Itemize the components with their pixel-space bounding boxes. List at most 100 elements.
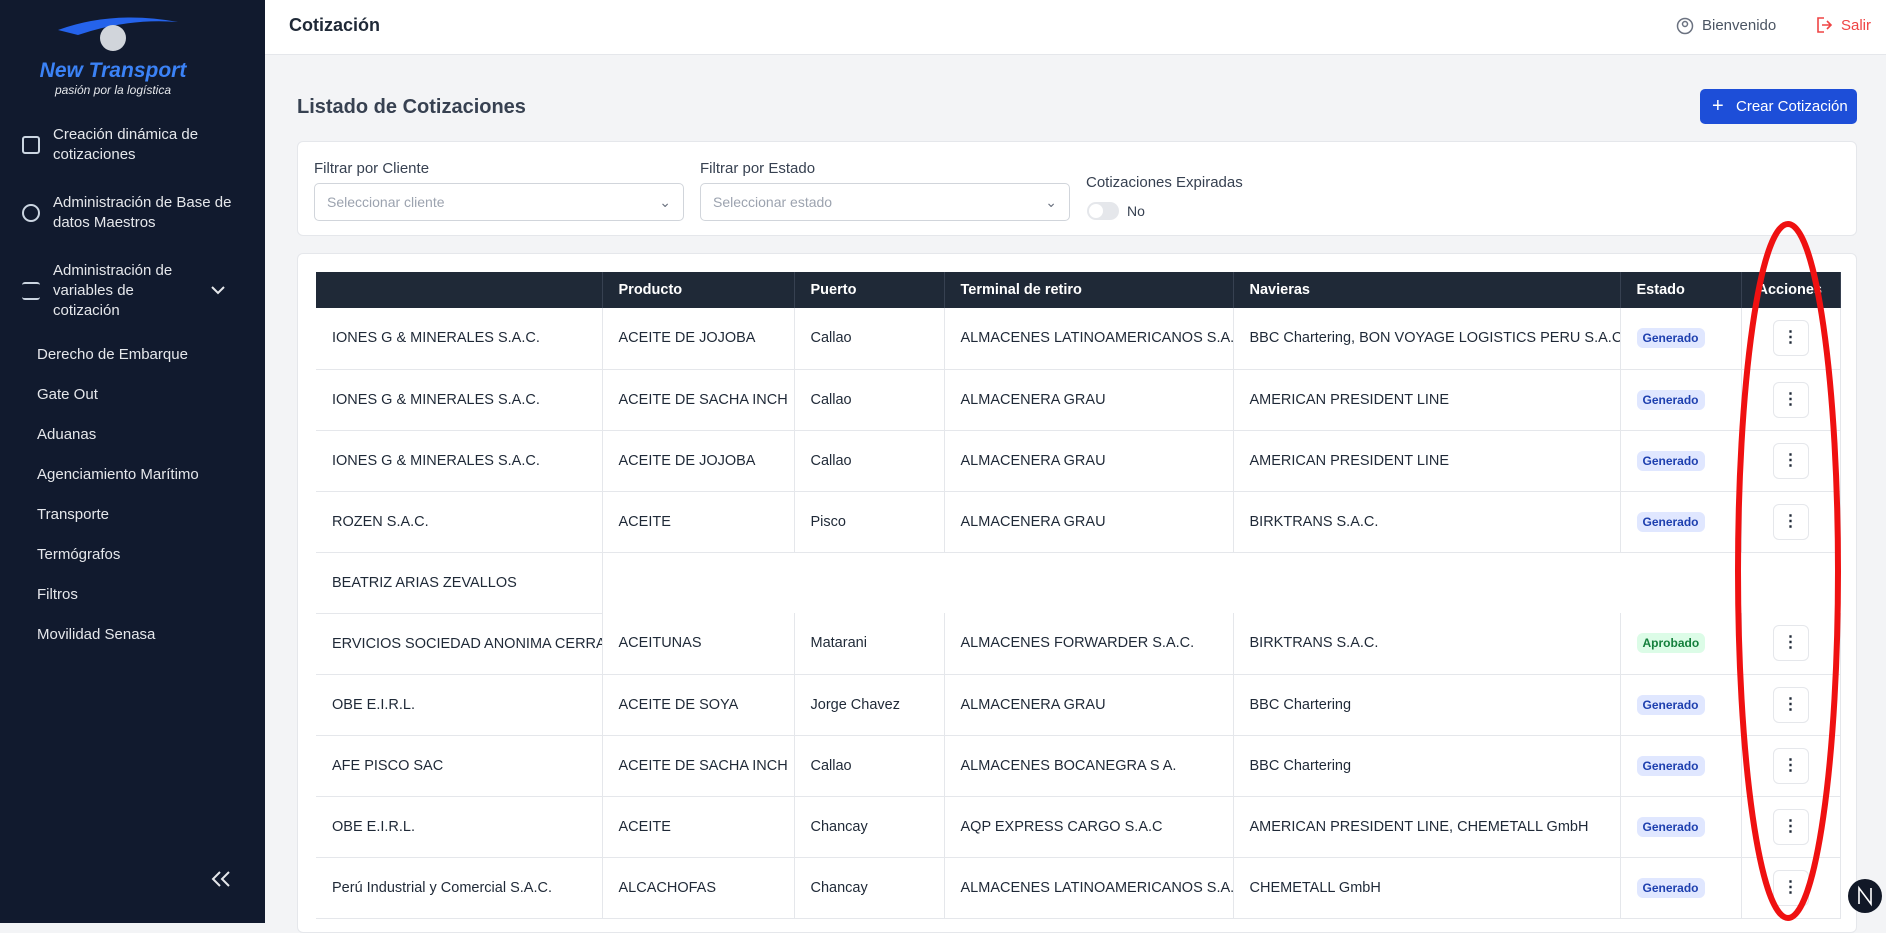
cell: ACEITE DE SACHA INCH	[602, 369, 794, 430]
cell: ALMACENES LATINOAMERICANOS S.A.	[944, 308, 1233, 369]
cell: ⋮	[1741, 857, 1840, 918]
actions-button[interactable]: ⋮	[1773, 687, 1809, 723]
table-row: OBE E.I.R.L.ACEITEChancayAQP EXPRESS CAR…	[316, 796, 1840, 857]
header: Cotización Bienvenido Salir	[265, 0, 1886, 55]
cell: Callao	[794, 430, 944, 491]
cell: Generado	[1620, 491, 1741, 552]
chevron	[210, 284, 226, 296]
cell: OBE E.I.R.L.	[316, 796, 602, 857]
menu-item[interactable]: Creación dinámica de cotizaciones	[53, 125, 238, 165]
actions-button[interactable]: ⋮	[1773, 870, 1809, 906]
cell: ALMACENERA GRAU	[944, 369, 1233, 430]
cell: AMERICAN PRESIDENT LINE	[1233, 369, 1620, 430]
cell: ACEITE DE JOJOBA	[602, 308, 794, 369]
cell: ACEITE DE SACHA INCH	[602, 735, 794, 796]
table-row: OBE E.I.R.L.ACEITE DE SOYAJorge ChavezAL…	[316, 674, 1840, 735]
cell: Generado	[1620, 857, 1741, 918]
logo-subtitle: pasión por la logística	[54, 83, 171, 97]
user-greeting[interactable]: Bienvenido	[1702, 17, 1776, 34]
create-button-label: Crear Cotización	[1736, 98, 1848, 115]
cell: ALMACENES BOCANEGRA S A.	[944, 735, 1233, 796]
cell: Matarani	[794, 613, 944, 674]
cell: IONES G & MINERALES S.A.C.	[316, 308, 602, 369]
cell: ACEITE	[602, 491, 794, 552]
column-header: Navieras	[1233, 272, 1620, 308]
actions-button[interactable]: ⋮	[1773, 320, 1809, 356]
page-title: Listado de Cotizaciones	[297, 96, 526, 119]
cell: ALCACHOFAS	[602, 857, 794, 918]
column-header: Acciones	[1741, 272, 1840, 308]
sidebar: New Transport pasión por la logística Cr…	[0, 0, 265, 923]
select-placeholder: Seleccionar cliente	[327, 194, 445, 210]
cell: ACEITE DE JOJOBA	[602, 430, 794, 491]
column-header: Estado	[1620, 272, 1741, 308]
submenu-item[interactable]: Termógrafos	[37, 546, 120, 563]
submenu-item[interactable]: Movilidad Senasa	[37, 626, 155, 643]
cell: Generado	[1620, 308, 1741, 369]
state-select[interactable]: Seleccionar estado⌄	[700, 183, 1070, 221]
actions-button[interactable]: ⋮	[1773, 748, 1809, 784]
cell: Generado	[1620, 674, 1741, 735]
submenu-item[interactable]: Derecho de Embarque	[37, 346, 188, 363]
table-body: IONES G & MINERALES S.A.C.ACEITE DE JOJO…	[316, 308, 1840, 918]
actions-button[interactable]: ⋮	[1773, 625, 1809, 661]
submenu-item[interactable]: Agenciamiento Marítimo	[37, 466, 199, 483]
cell: BIRKTRANS S.A.C.	[1233, 613, 1620, 674]
status-badge: Generado	[1637, 451, 1705, 471]
cell: ⋮	[1741, 796, 1840, 857]
collapse-button[interactable]	[210, 870, 232, 888]
logout-icon	[1815, 16, 1833, 34]
submenu-item[interactable]: Transporte	[37, 506, 109, 523]
status-badge: Aprobado	[1637, 633, 1706, 653]
cell: Chancay	[794, 796, 944, 857]
submenu-item[interactable]: Filtros	[37, 586, 78, 603]
menu-item[interactable]: Administración de Base de datos Maestros	[53, 193, 238, 233]
column-header: Terminal de retiro	[944, 272, 1233, 308]
submenu-item[interactable]: Aduanas	[37, 426, 96, 443]
cell: Jorge Chavez	[794, 674, 944, 735]
column-header: Puerto	[794, 272, 944, 308]
cell: ERVICIOS SOCIEDAD ANONIMA CERRADA	[316, 613, 602, 674]
cell: BBC Chartering, BON VOYAGE LOGISTICS PER…	[1233, 308, 1620, 369]
table-row: Perú Industrial y Comercial S.A.C.ALCACH…	[316, 857, 1840, 918]
cell: Callao	[794, 369, 944, 430]
cell: ALMACENERA GRAU	[944, 491, 1233, 552]
cell: ROZEN S.A.C.	[316, 491, 602, 552]
actions-button[interactable]: ⋮	[1773, 504, 1809, 540]
cell: BBC Chartering	[1233, 674, 1620, 735]
status-badge: Generado	[1637, 512, 1705, 532]
table-row: IONES G & MINERALES S.A.C.ACEITE DE JOJO…	[316, 430, 1840, 491]
table-row: IONES G & MINERALES S.A.C.ACEITE DE JOJO…	[316, 308, 1840, 369]
cell: AMERICAN PRESIDENT LINE, CHEMETALL GmbH	[1233, 796, 1620, 857]
logo-title: New Transport	[40, 59, 188, 82]
cell: Generado	[1620, 430, 1741, 491]
actions-button[interactable]: ⋮	[1773, 443, 1809, 479]
status-badge: Generado	[1637, 328, 1705, 348]
column-header	[316, 272, 602, 308]
toggle[interactable]	[1087, 202, 1119, 220]
create-button[interactable]: +Crear Cotización	[1700, 89, 1857, 124]
cell: ⋮	[1741, 674, 1840, 735]
actions-button[interactable]: ⋮	[1773, 382, 1809, 418]
cell: ⋮	[1741, 430, 1840, 491]
cell: ACEITUNAS	[602, 613, 794, 674]
table-row: AFE PISCO SACACEITE DE SACHA INCHCallaoA…	[316, 735, 1840, 796]
menu-item[interactable]: Administración de variables de cotizació…	[53, 261, 203, 321]
column-header: Producto	[602, 272, 794, 308]
cell: ⋮	[1741, 613, 1840, 674]
header-title: Cotización	[289, 15, 380, 36]
logo: New Transport pasión por la logística	[38, 10, 188, 105]
filter-card: Filtrar por Cliente Seleccionar cliente⌄…	[297, 141, 1857, 236]
filter-label: Filtrar por Estado	[700, 160, 815, 177]
submenu-item[interactable]: Gate Out	[37, 386, 98, 403]
user-icon	[1676, 17, 1694, 35]
table: ProductoPuertoTerminal de retiroNavieras…	[316, 272, 1841, 919]
menu-icon	[22, 204, 40, 222]
logout[interactable]: Salir	[1841, 17, 1871, 34]
cell: AFE PISCO SAC	[316, 735, 602, 796]
cell: Callao	[794, 308, 944, 369]
actions-button[interactable]: ⋮	[1773, 809, 1809, 845]
client-select[interactable]: Seleccionar cliente⌄	[314, 183, 684, 221]
cell: ACEITE	[602, 796, 794, 857]
